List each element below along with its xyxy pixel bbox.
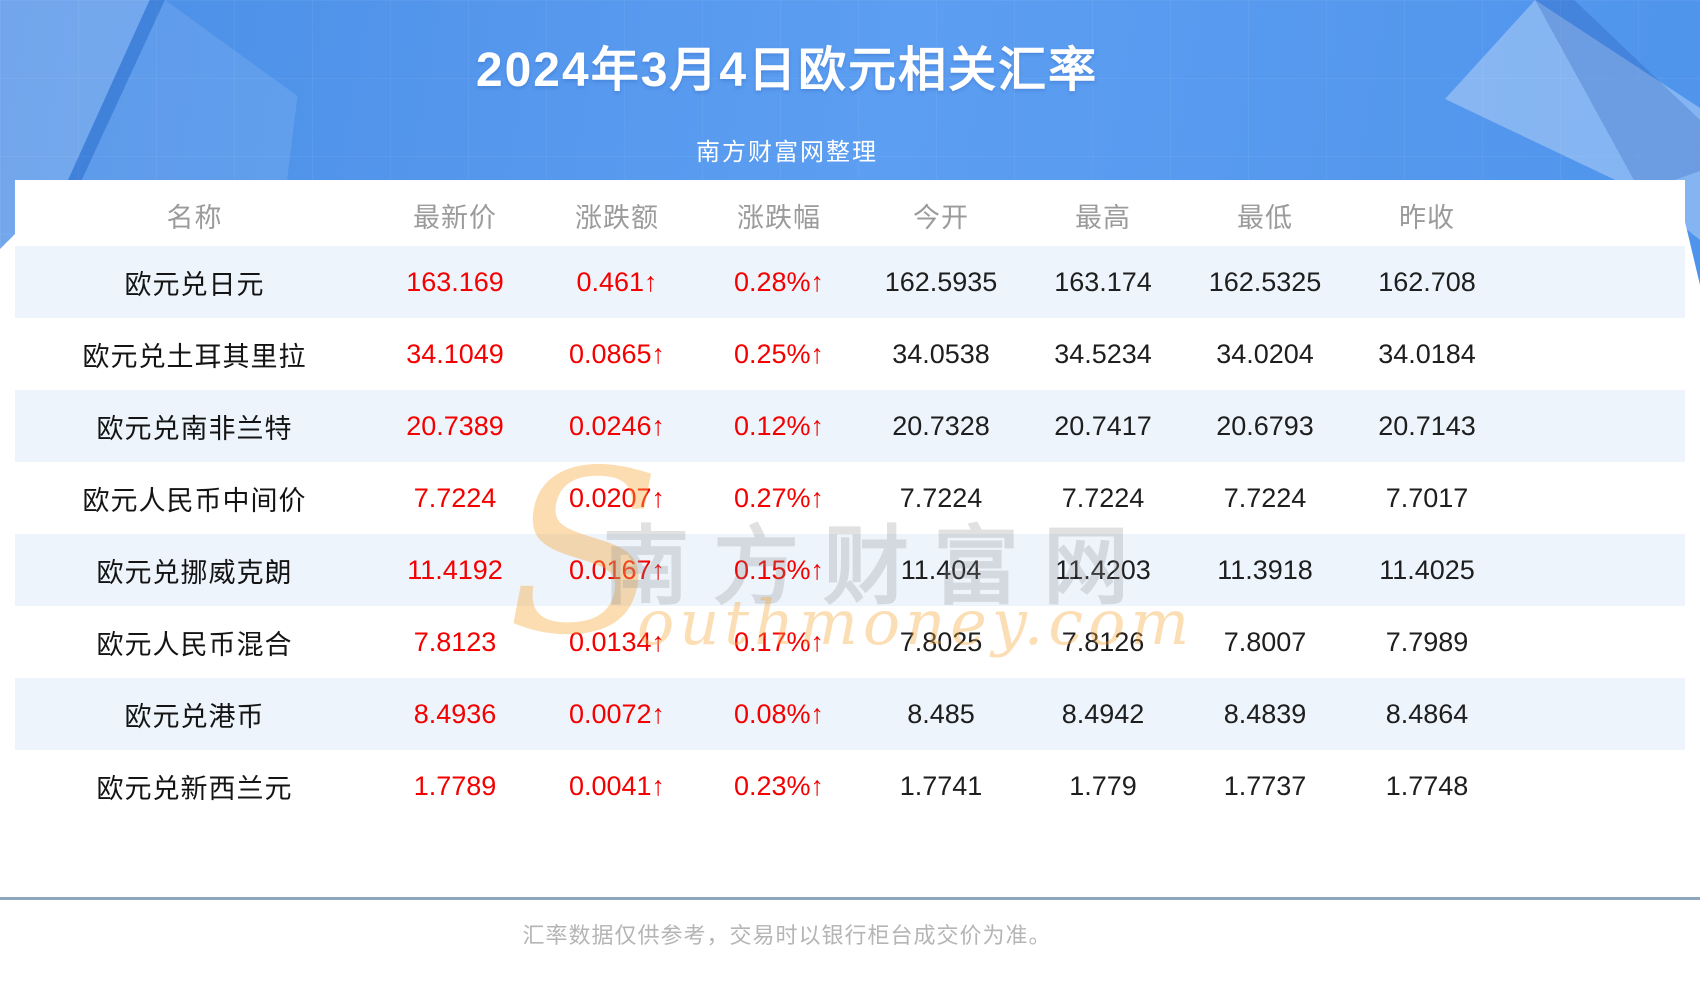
page-title: 2024年3月4日欧元相关汇率 xyxy=(475,44,1099,97)
column-header: 涨跌幅 xyxy=(737,202,821,233)
name-cell: 欧元兑新西兰元 xyxy=(96,773,293,804)
row-spacer xyxy=(1508,534,1685,606)
table-row: 欧元人民币中间价 7.7224 0.0207↑ 0.27%↑ 7.7224 7.7224 7… xyxy=(15,462,1685,534)
last-price-cell: 34.1049 xyxy=(406,338,504,369)
low-cell: 162.5325 xyxy=(1208,266,1322,297)
open-cell: 1.7741 xyxy=(899,770,983,801)
low-cell: 7.7224 xyxy=(1223,482,1307,513)
row-spacer xyxy=(1508,606,1685,678)
row-spacer xyxy=(1508,318,1685,390)
high-cell: 7.7224 xyxy=(1061,482,1145,513)
low-cell: 7.8007 xyxy=(1223,626,1307,657)
row-spacer xyxy=(1508,462,1685,534)
change-pct-cell: 0.27%↑ xyxy=(733,482,825,513)
change-pct-cell: 0.08%↑ xyxy=(733,698,825,729)
low-cell: 8.4839 xyxy=(1223,698,1307,729)
last-price-cell: 8.4936 xyxy=(413,698,497,729)
name-cell: 欧元人民币混合 xyxy=(96,629,293,660)
row-spacer xyxy=(1508,246,1685,318)
column-header: 最低 xyxy=(1237,202,1293,233)
low-cell: 1.7737 xyxy=(1223,770,1307,801)
open-cell: 162.5935 xyxy=(884,266,998,297)
prev-close-cell: 162.708 xyxy=(1378,266,1476,297)
name-cell: 欧元兑挪威克朗 xyxy=(96,557,293,588)
change-cell: 0.0207↑ xyxy=(568,482,666,513)
change-pct-cell: 0.25%↑ xyxy=(733,338,825,369)
open-cell: 8.485 xyxy=(907,698,975,729)
last-price-cell: 11.4192 xyxy=(407,554,503,585)
table-row: 欧元兑新西兰元 1.7789 0.0041↑ 0.23%↑ 1.7741 1.779 1.7… xyxy=(15,750,1685,822)
prev-close-cell: 7.7017 xyxy=(1385,482,1469,513)
change-pct-cell: 0.17%↑ xyxy=(733,626,825,657)
row-spacer xyxy=(1508,678,1685,750)
name-cell: 欧元兑土耳其里拉 xyxy=(82,341,307,372)
change-cell: 0.0865↑ xyxy=(568,338,666,369)
prev-close-cell: 7.7989 xyxy=(1385,626,1469,657)
change-cell: 0.461↑ xyxy=(576,266,658,297)
change-pct-cell: 0.12%↑ xyxy=(733,410,825,441)
change-cell: 0.0167↑ xyxy=(568,554,666,585)
open-cell: 7.8025 xyxy=(899,626,983,657)
page-subtitle: 南方财富网整理 xyxy=(696,139,878,166)
rates-table: 名称 最新价 涨跌额 涨跌幅 今开 最高 最低 昨收 欧元兑日元 163.169 0.461↑ 0.… xyxy=(15,184,1685,822)
change-cell: 0.0134↑ xyxy=(568,626,666,657)
last-price-cell: 7.8123 xyxy=(413,626,497,657)
open-cell: 20.7328 xyxy=(892,410,990,441)
footer: 汇率数据仅供参考，交易时以银行柜台成交价为准。 xyxy=(0,897,1700,1000)
prev-close-cell: 34.0184 xyxy=(1378,338,1476,369)
high-cell: 11.4203 xyxy=(1055,554,1151,585)
change-pct-cell: 0.28%↑ xyxy=(733,266,825,297)
change-pct-cell: 0.23%↑ xyxy=(733,770,825,801)
column-header: 最新价 xyxy=(413,202,497,233)
high-cell: 20.7417 xyxy=(1054,410,1152,441)
high-cell: 1.779 xyxy=(1069,770,1137,801)
last-price-cell: 20.7389 xyxy=(406,410,504,441)
column-header: 涨跌额 xyxy=(575,202,659,233)
change-cell: 0.0246↑ xyxy=(568,410,666,441)
high-cell: 163.174 xyxy=(1054,266,1152,297)
column-header: 今开 xyxy=(913,202,969,233)
change-cell: 0.0041↑ xyxy=(568,770,666,801)
open-cell: 11.404 xyxy=(900,554,982,585)
table-row: 欧元人民币混合 7.8123 0.0134↑ 0.17%↑ 7.8025 7.8126 7.… xyxy=(15,606,1685,678)
high-cell: 34.5234 xyxy=(1054,338,1152,369)
table-row: 欧元兑港币 8.4936 0.0072↑ 0.08%↑ 8.485 8.4942 8.483… xyxy=(15,678,1685,750)
last-price-cell: 1.7789 xyxy=(413,770,497,801)
name-cell: 欧元兑南非兰特 xyxy=(96,413,293,444)
rates-card: 名称 最新价 涨跌额 涨跌幅 今开 最高 最低 昨收 欧元兑日元 163.169 0.461↑ 0.… xyxy=(15,180,1685,897)
table-body: 欧元兑日元 163.169 0.461↑ 0.28%↑ 162.5935 163.174 1… xyxy=(15,246,1685,822)
high-cell: 8.4942 xyxy=(1061,698,1145,729)
change-cell: 0.0072↑ xyxy=(568,698,666,729)
open-cell: 7.7224 xyxy=(899,482,983,513)
footer-note: 汇率数据仅供参考，交易时以银行柜台成交价为准。 xyxy=(522,923,1052,948)
open-cell: 34.0538 xyxy=(892,338,990,369)
column-header: 名称 xyxy=(166,202,223,233)
low-cell: 11.3918 xyxy=(1217,554,1313,585)
prev-close-cell: 11.4025 xyxy=(1379,554,1475,585)
low-cell: 34.0204 xyxy=(1216,338,1314,369)
column-header: 昨收 xyxy=(1399,202,1455,233)
row-spacer xyxy=(1508,390,1685,462)
change-pct-cell: 0.15%↑ xyxy=(733,554,825,585)
last-price-cell: 7.7224 xyxy=(413,482,497,513)
prev-close-cell: 20.7143 xyxy=(1378,410,1476,441)
table-row: 欧元兑挪威克朗 11.4192 0.0167↑ 0.15%↑ 11.404 11.4203… xyxy=(15,534,1685,606)
high-cell: 7.8126 xyxy=(1061,626,1145,657)
name-cell: 欧元兑港币 xyxy=(124,701,265,732)
last-price-cell: 163.169 xyxy=(406,266,504,297)
table-row: 欧元兑日元 163.169 0.461↑ 0.28%↑ 162.5935 163.174 1… xyxy=(15,246,1685,318)
column-header: 最高 xyxy=(1075,202,1131,233)
prev-close-cell: 1.7748 xyxy=(1385,770,1469,801)
low-cell: 20.6793 xyxy=(1216,410,1314,441)
table-row: 欧元兑土耳其里拉 34.1049 0.0865↑ 0.25%↑ 34.0538 34.52… xyxy=(15,318,1685,390)
name-cell: 欧元兑日元 xyxy=(124,269,265,300)
row-spacer xyxy=(1508,750,1685,822)
name-cell: 欧元人民币中间价 xyxy=(82,485,307,516)
table-header-row: 名称 最新价 涨跌额 涨跌幅 今开 最高 最低 昨收 xyxy=(15,184,1685,246)
prev-close-cell: 8.4864 xyxy=(1385,698,1469,729)
column-header-spacer xyxy=(1508,184,1685,246)
table-row: 欧元兑南非兰特 20.7389 0.0246↑ 0.12%↑ 20.7328 20.741… xyxy=(15,390,1685,462)
